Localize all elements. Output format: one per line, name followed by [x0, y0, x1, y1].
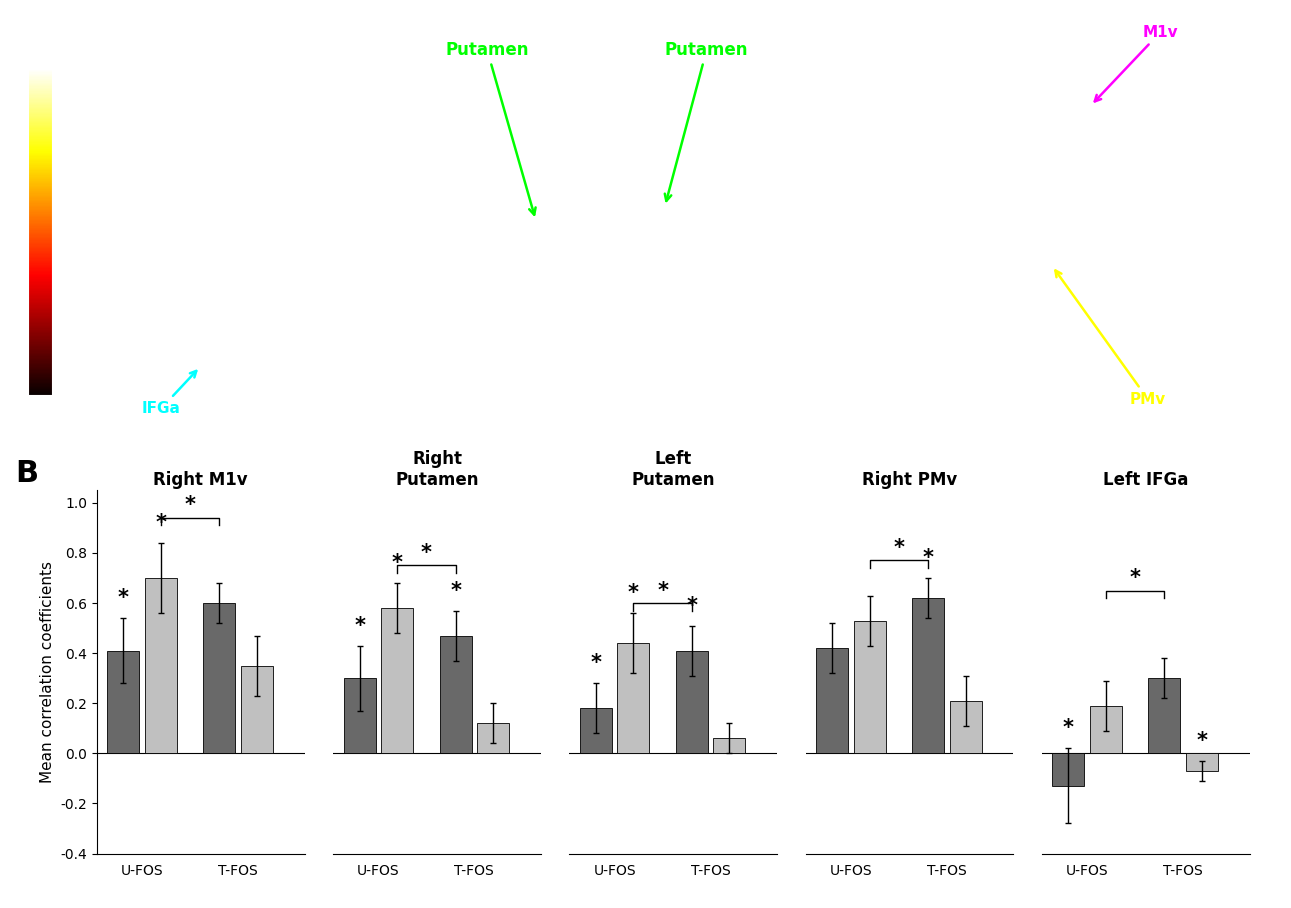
- Bar: [580, 708, 612, 754]
- Text: Putamen: Putamen: [665, 41, 749, 201]
- Text: *: *: [421, 543, 432, 563]
- Bar: [949, 701, 981, 754]
- Bar: [476, 724, 509, 754]
- Text: *: *: [117, 588, 129, 608]
- Y-axis label: Mean correlation coefficients: Mean correlation coefficients: [40, 561, 54, 783]
- Bar: [1090, 706, 1122, 754]
- Title: Left IFGa: Left IFGa: [1103, 470, 1189, 489]
- Bar: [913, 598, 944, 754]
- Text: U-FOS: U-FOS: [1066, 864, 1109, 877]
- Text: Putamen: Putamen: [445, 41, 536, 214]
- Title: Right
Putamen: Right Putamen: [395, 450, 479, 489]
- Text: *: *: [687, 596, 697, 616]
- Bar: [240, 666, 272, 754]
- Text: U-FOS: U-FOS: [121, 864, 164, 877]
- Text: *: *: [1197, 731, 1207, 751]
- Text: B: B: [15, 459, 39, 488]
- Text: *: *: [923, 548, 933, 568]
- Text: T-FOS: T-FOS: [927, 864, 967, 877]
- Text: A: A: [15, 14, 39, 43]
- Text: *: *: [185, 496, 196, 516]
- Bar: [676, 651, 707, 754]
- Bar: [381, 608, 413, 754]
- Text: *: *: [451, 580, 461, 600]
- Bar: [107, 651, 139, 754]
- Bar: [853, 620, 886, 754]
- Bar: [1185, 754, 1217, 771]
- Text: *: *: [590, 653, 602, 673]
- Text: U-FOS: U-FOS: [830, 864, 873, 877]
- Text: L: L: [479, 399, 489, 417]
- Text: *: *: [1062, 718, 1074, 738]
- Text: R: R: [788, 399, 800, 417]
- Text: T-FOS: T-FOS: [454, 864, 494, 877]
- Bar: [343, 678, 376, 754]
- Bar: [617, 643, 649, 754]
- Bar: [713, 738, 745, 754]
- Title: Left
Putamen: Left Putamen: [631, 450, 715, 489]
- Title: Right PMv: Right PMv: [862, 470, 957, 489]
- Bar: [1149, 678, 1180, 754]
- Text: *: *: [1130, 568, 1141, 588]
- Bar: [1052, 754, 1084, 786]
- Text: z = -2: z = -2: [612, 429, 658, 443]
- Text: *: *: [893, 538, 905, 558]
- Text: U-FOS: U-FOS: [594, 864, 636, 877]
- Text: U-FOS: U-FOS: [358, 864, 400, 877]
- Text: T-FOS: T-FOS: [691, 864, 731, 877]
- Text: PMv: PMv: [1056, 271, 1166, 407]
- Text: M1v: M1v: [1095, 25, 1179, 102]
- Text: *: *: [155, 513, 167, 533]
- Text: T-FOS: T-FOS: [218, 864, 258, 877]
- Text: *: *: [391, 553, 403, 573]
- Title: Right M1v: Right M1v: [154, 470, 248, 489]
- Bar: [816, 648, 848, 754]
- Bar: [145, 578, 177, 754]
- Text: T-FOS: T-FOS: [1163, 864, 1203, 877]
- Text: IFGa: IFGa: [142, 370, 196, 416]
- Text: *: *: [627, 583, 639, 603]
- Text: *: *: [354, 616, 365, 636]
- Bar: [204, 603, 235, 754]
- Text: *: *: [657, 580, 669, 600]
- Bar: [440, 636, 471, 754]
